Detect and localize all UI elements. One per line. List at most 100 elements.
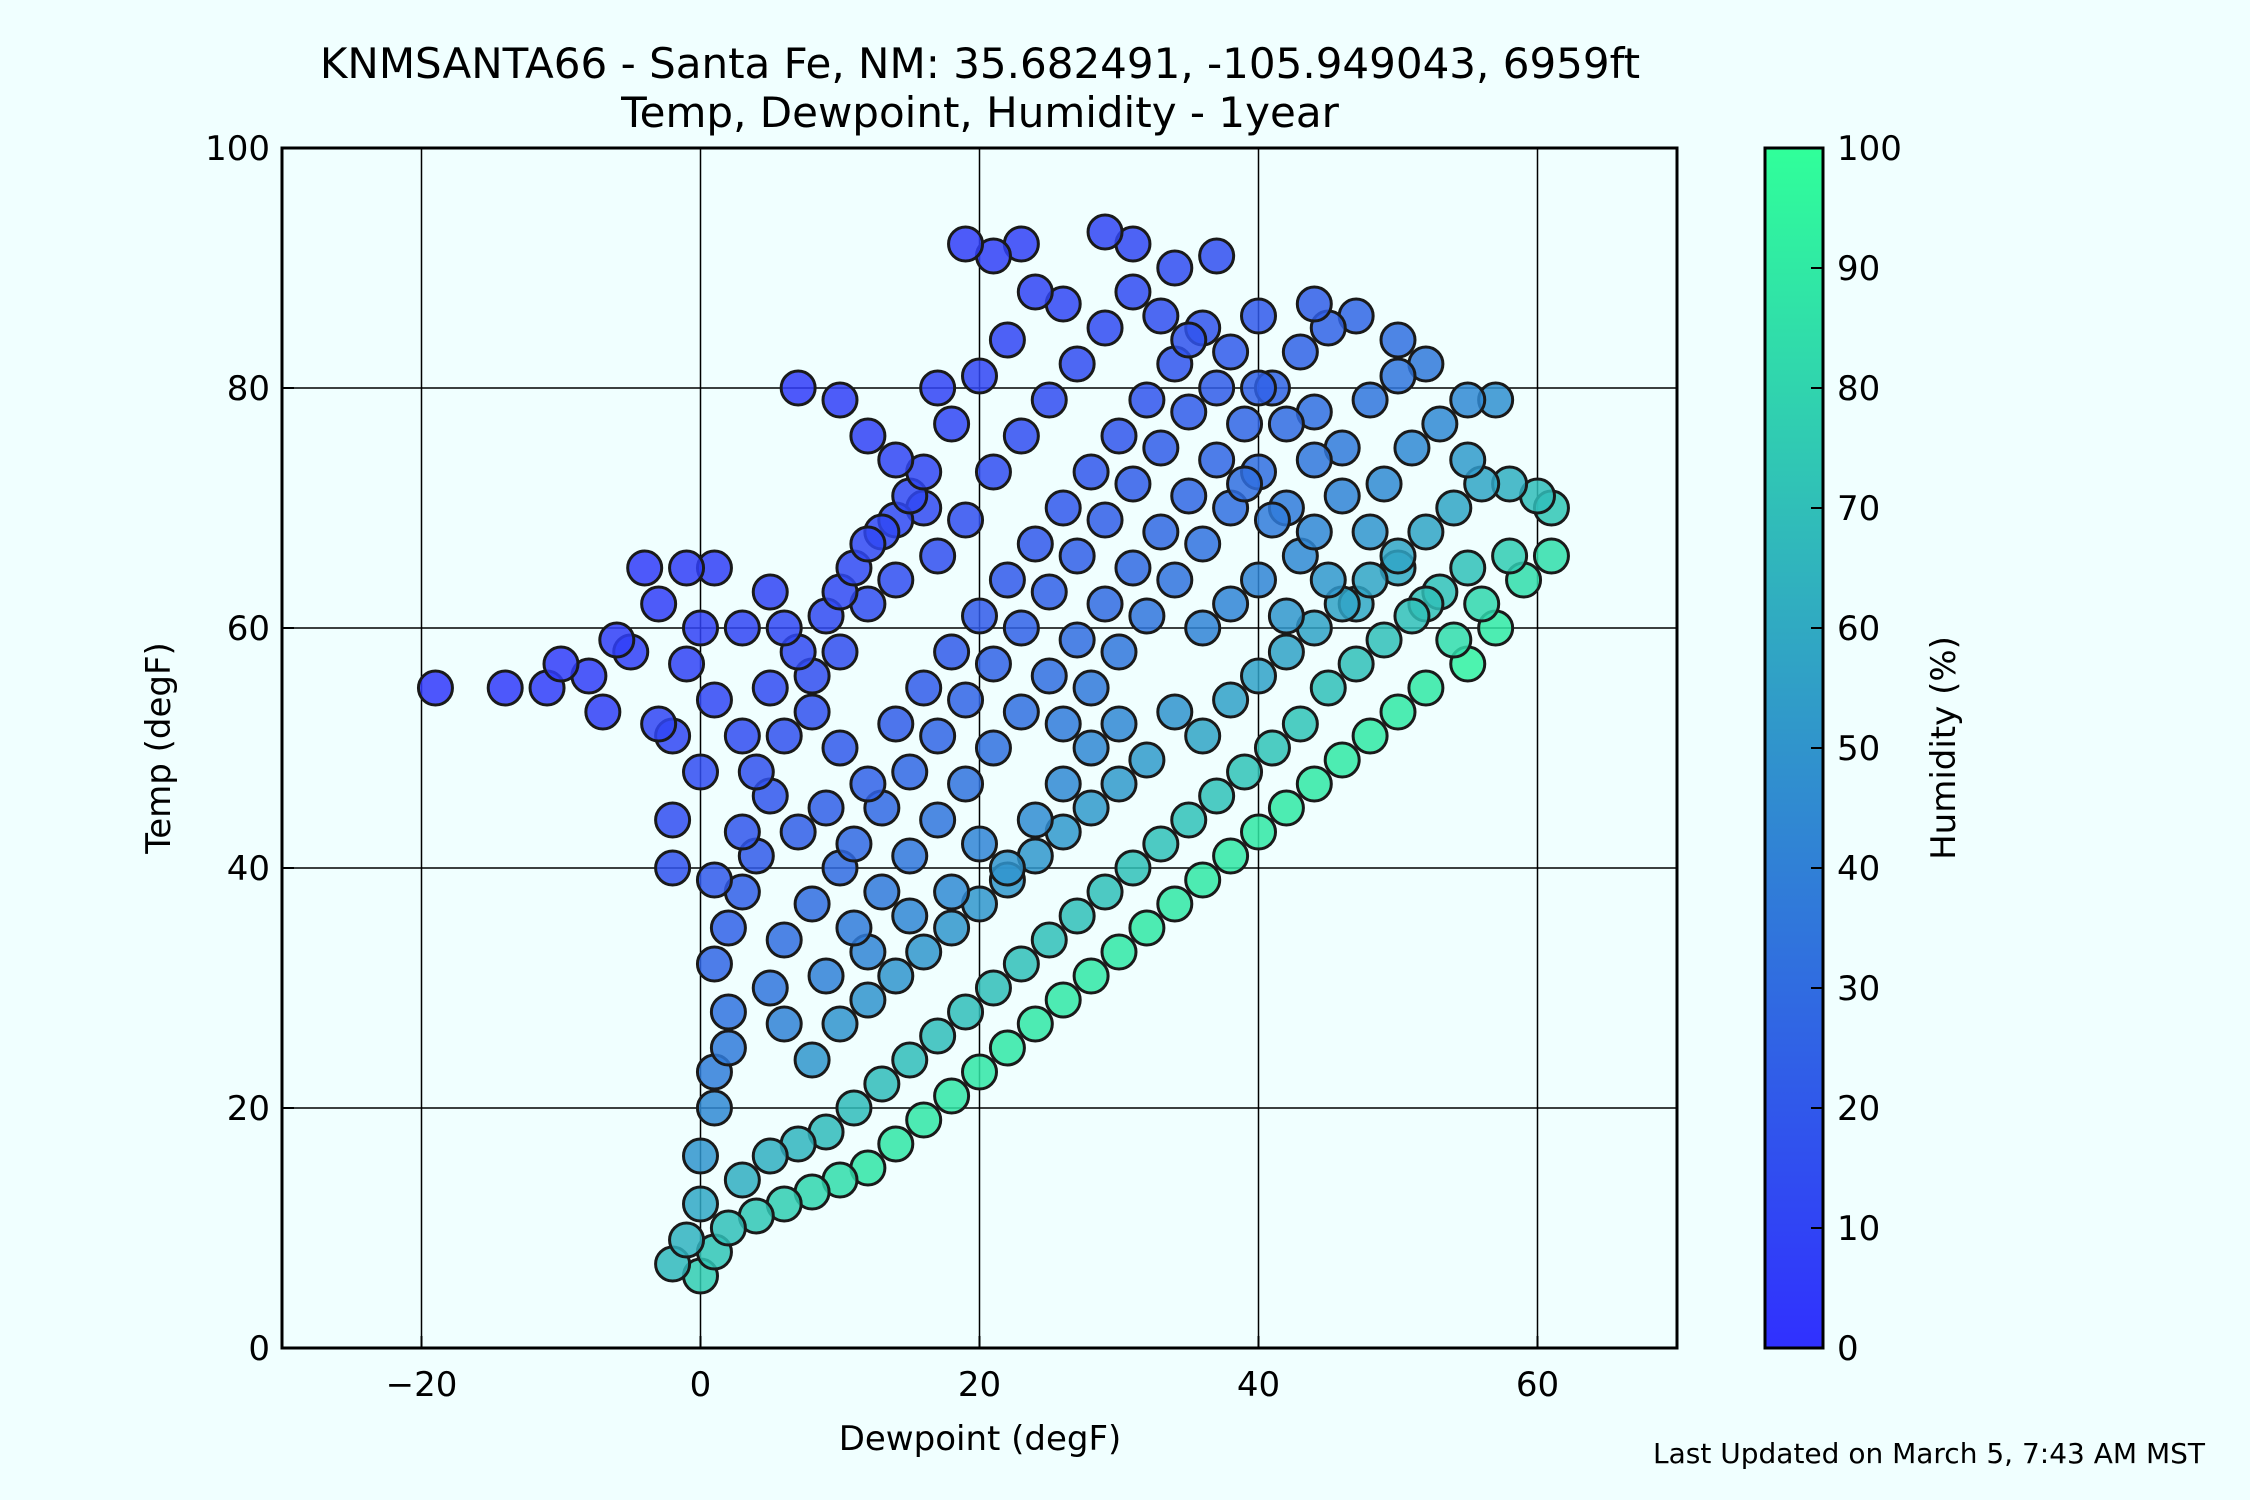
x-axis-label: Dewpoint (degF) [839, 1419, 1122, 1459]
scatter-point [695, 681, 733, 719]
scatter-point [1100, 765, 1138, 803]
scatter-point [849, 765, 887, 803]
scatter-point [1309, 669, 1347, 707]
scatter-point [1226, 753, 1264, 791]
scatter-point [1156, 693, 1194, 731]
scatter-point [1114, 273, 1152, 311]
x-tick-label: 60 [1516, 1365, 1559, 1405]
colorbar-tick-label: 80 [1837, 369, 1880, 409]
scatter-point [1253, 729, 1291, 767]
scatter-point [737, 753, 775, 791]
scatter-point [1142, 429, 1180, 467]
scatter-point [835, 825, 873, 863]
colorbar-tick-label: 90 [1837, 249, 1880, 289]
scatter-point [974, 453, 1012, 491]
scatter-point [1267, 597, 1305, 635]
scatter-point [1030, 921, 1068, 959]
scatter-point [1407, 513, 1445, 551]
scatter-point [821, 381, 859, 419]
scatter-point [1184, 861, 1222, 899]
scatter-point [1379, 537, 1417, 575]
scatter-point [682, 609, 719, 647]
scatter-point [919, 537, 957, 575]
scatter-point [1491, 537, 1529, 575]
scatter-point [1295, 513, 1333, 551]
scatter-point [1128, 741, 1166, 779]
scatter-point [1449, 549, 1487, 587]
scatter-point [891, 753, 929, 791]
scatter-point [723, 813, 761, 851]
scatter-point [1351, 717, 1389, 755]
scatter-point [1240, 561, 1277, 599]
scatter-point [1100, 417, 1138, 455]
scatter-point [1002, 945, 1040, 983]
scatter-point [974, 729, 1012, 767]
scatter-point [1044, 489, 1082, 527]
x-tick-label: 40 [1237, 1365, 1280, 1405]
scatter-point [709, 993, 747, 1031]
scatter-point [1198, 369, 1236, 407]
y-tick-label: 20 [227, 1089, 270, 1129]
scatter-point [1365, 621, 1403, 659]
scatter-point [961, 597, 998, 635]
scatter-point [1058, 345, 1096, 383]
scatter-point [1086, 309, 1124, 347]
scatter-point [1086, 213, 1124, 251]
scatter-point [1267, 405, 1305, 443]
scatter-point [640, 705, 678, 743]
scatter-point [1058, 897, 1096, 935]
scatter-point [1226, 405, 1264, 443]
scatter-point [1156, 885, 1194, 923]
scatter-point [1114, 465, 1152, 503]
scatter-point [1016, 525, 1054, 563]
scatter-point [1253, 501, 1291, 539]
colorbar-tick-label: 50 [1837, 729, 1880, 769]
scatter-point [416, 669, 454, 707]
scatter-point [877, 957, 915, 995]
scatter-point [598, 621, 636, 659]
scatter-point [1044, 705, 1082, 743]
scatter-point [1142, 513, 1180, 551]
scatter-point [695, 861, 733, 899]
scatter-point [821, 1005, 859, 1043]
scatter-point [1016, 273, 1054, 311]
scatter-point [1002, 417, 1040, 455]
scatter-point [1044, 765, 1082, 803]
scatter-point [668, 549, 706, 587]
scatter-point [668, 645, 706, 683]
scatter-point [891, 1041, 929, 1079]
scatter-point [1058, 537, 1096, 575]
scatter-point [793, 693, 831, 731]
scatter-point [919, 801, 957, 839]
scatter-point [1100, 633, 1138, 671]
y-tick-label: 80 [227, 369, 270, 409]
scatter-point [1421, 405, 1459, 443]
scatter-point [1240, 813, 1277, 851]
scatter-point [723, 609, 761, 647]
y-axis: 0 20 40 60 80 100 [205, 129, 294, 1369]
scatter-point [682, 753, 719, 791]
chart-title: KNMSANTA66 - Santa Fe, NM: 35.682491, -1… [320, 39, 1640, 88]
scatter-point [1016, 1005, 1054, 1043]
scatter-point [1435, 489, 1473, 527]
colorbar-tick-label: 0 [1837, 1329, 1859, 1369]
scatter-point [1449, 441, 1487, 479]
scatter-point [709, 909, 747, 947]
scatter-point [974, 645, 1012, 683]
scatter-point [863, 873, 901, 911]
scatter-point [654, 849, 692, 887]
scatter-point [1128, 381, 1166, 419]
scatter-point [1114, 849, 1152, 887]
scatter-point [1212, 681, 1250, 719]
scatter-point [1379, 357, 1417, 395]
scatter-point [682, 1137, 719, 1175]
scatter-point [1016, 801, 1054, 839]
scatter-point [961, 357, 998, 395]
scatter-point [751, 669, 789, 707]
scatter-point [723, 1161, 761, 1199]
scatter-point [807, 789, 845, 827]
colorbar-label: Humidity (%) [1924, 636, 1964, 860]
x-tick-label: 0 [690, 1365, 712, 1405]
scatter-point [765, 921, 803, 959]
